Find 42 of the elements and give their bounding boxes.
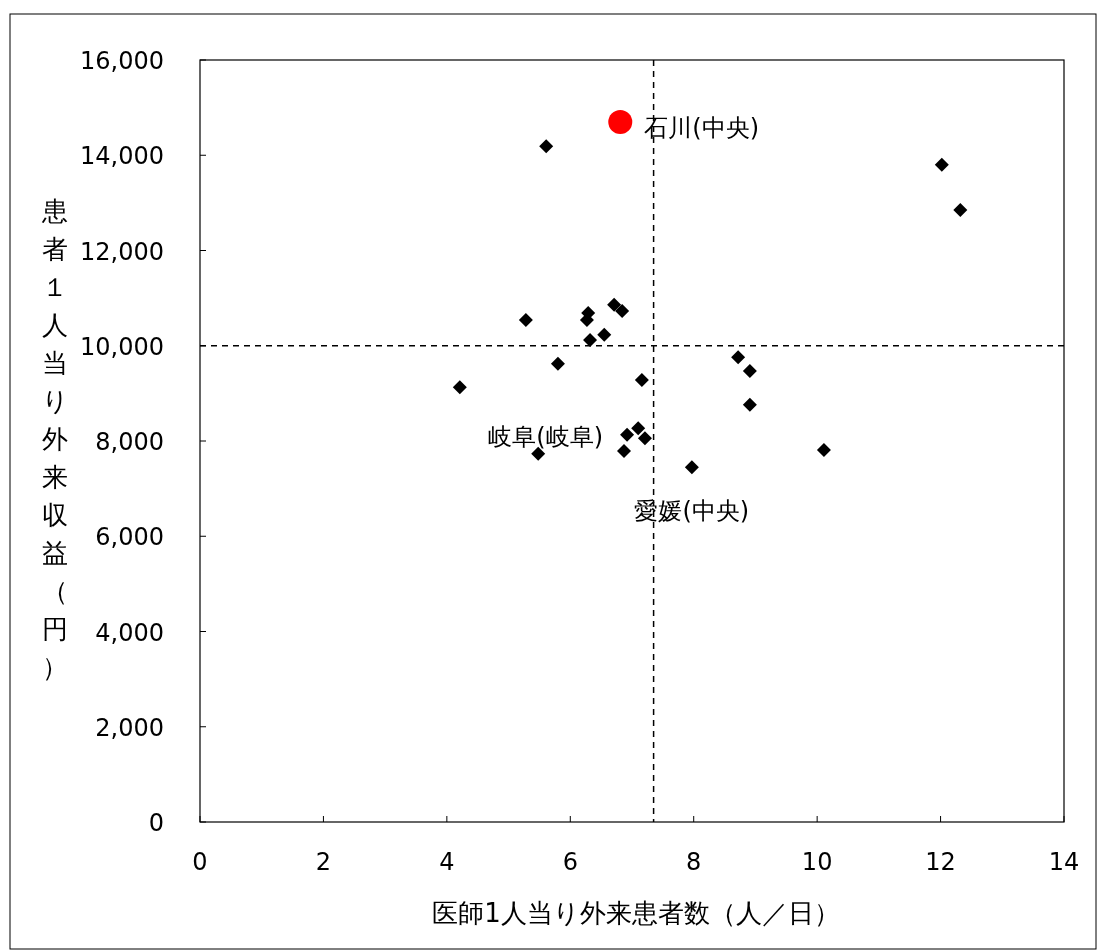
point: [616, 444, 631, 458]
x-tick-label: 8: [686, 848, 702, 876]
x-axis-title: 医師1人当り外来患者数（人／日）: [432, 898, 840, 928]
x-tick-label: 6: [562, 848, 578, 876]
point: [634, 373, 649, 388]
x-tick-label: 4: [439, 848, 455, 876]
point: [637, 431, 652, 446]
point: [539, 139, 554, 154]
point: [684, 460, 699, 475]
point: [583, 333, 598, 348]
point: [615, 303, 630, 318]
annotation: 石川(中央): [644, 113, 760, 142]
point: [550, 356, 565, 371]
y-tick-label: 6,000: [95, 523, 164, 552]
y-tick-label: 12,000: [80, 237, 164, 266]
point: [607, 297, 622, 312]
x-tick-label: 10: [801, 848, 833, 876]
y-tick-label: 16,000: [80, 47, 164, 75]
point: [452, 380, 467, 395]
annotation: 岐阜(岐阜): [488, 422, 604, 451]
point: [731, 350, 746, 365]
text: 患者１人当り外来収益（円）: [41, 196, 69, 682]
point: [816, 443, 831, 458]
point: [742, 363, 757, 378]
point: [518, 313, 533, 328]
point: [597, 327, 612, 342]
y-tick-label: 8,000: [95, 428, 164, 456]
y-tick-label: 14,000: [80, 142, 164, 171]
y-tick-label: 0: [148, 809, 164, 837]
point: [742, 397, 757, 412]
x-tick-label: 14: [1048, 848, 1080, 876]
x-tick-label: 2: [315, 848, 332, 876]
y-tick-label: 4,000: [95, 618, 164, 647]
annotation: 愛媛(中央): [634, 497, 750, 526]
x-tick-label: 0: [192, 848, 208, 876]
x-tick-label: 12: [925, 848, 956, 876]
point: [631, 421, 646, 436]
y-tick-label: 2,000: [95, 713, 164, 742]
point: [953, 203, 968, 218]
y-tick-label: 10,000: [80, 332, 164, 361]
point: [934, 157, 949, 172]
point: [620, 427, 635, 442]
